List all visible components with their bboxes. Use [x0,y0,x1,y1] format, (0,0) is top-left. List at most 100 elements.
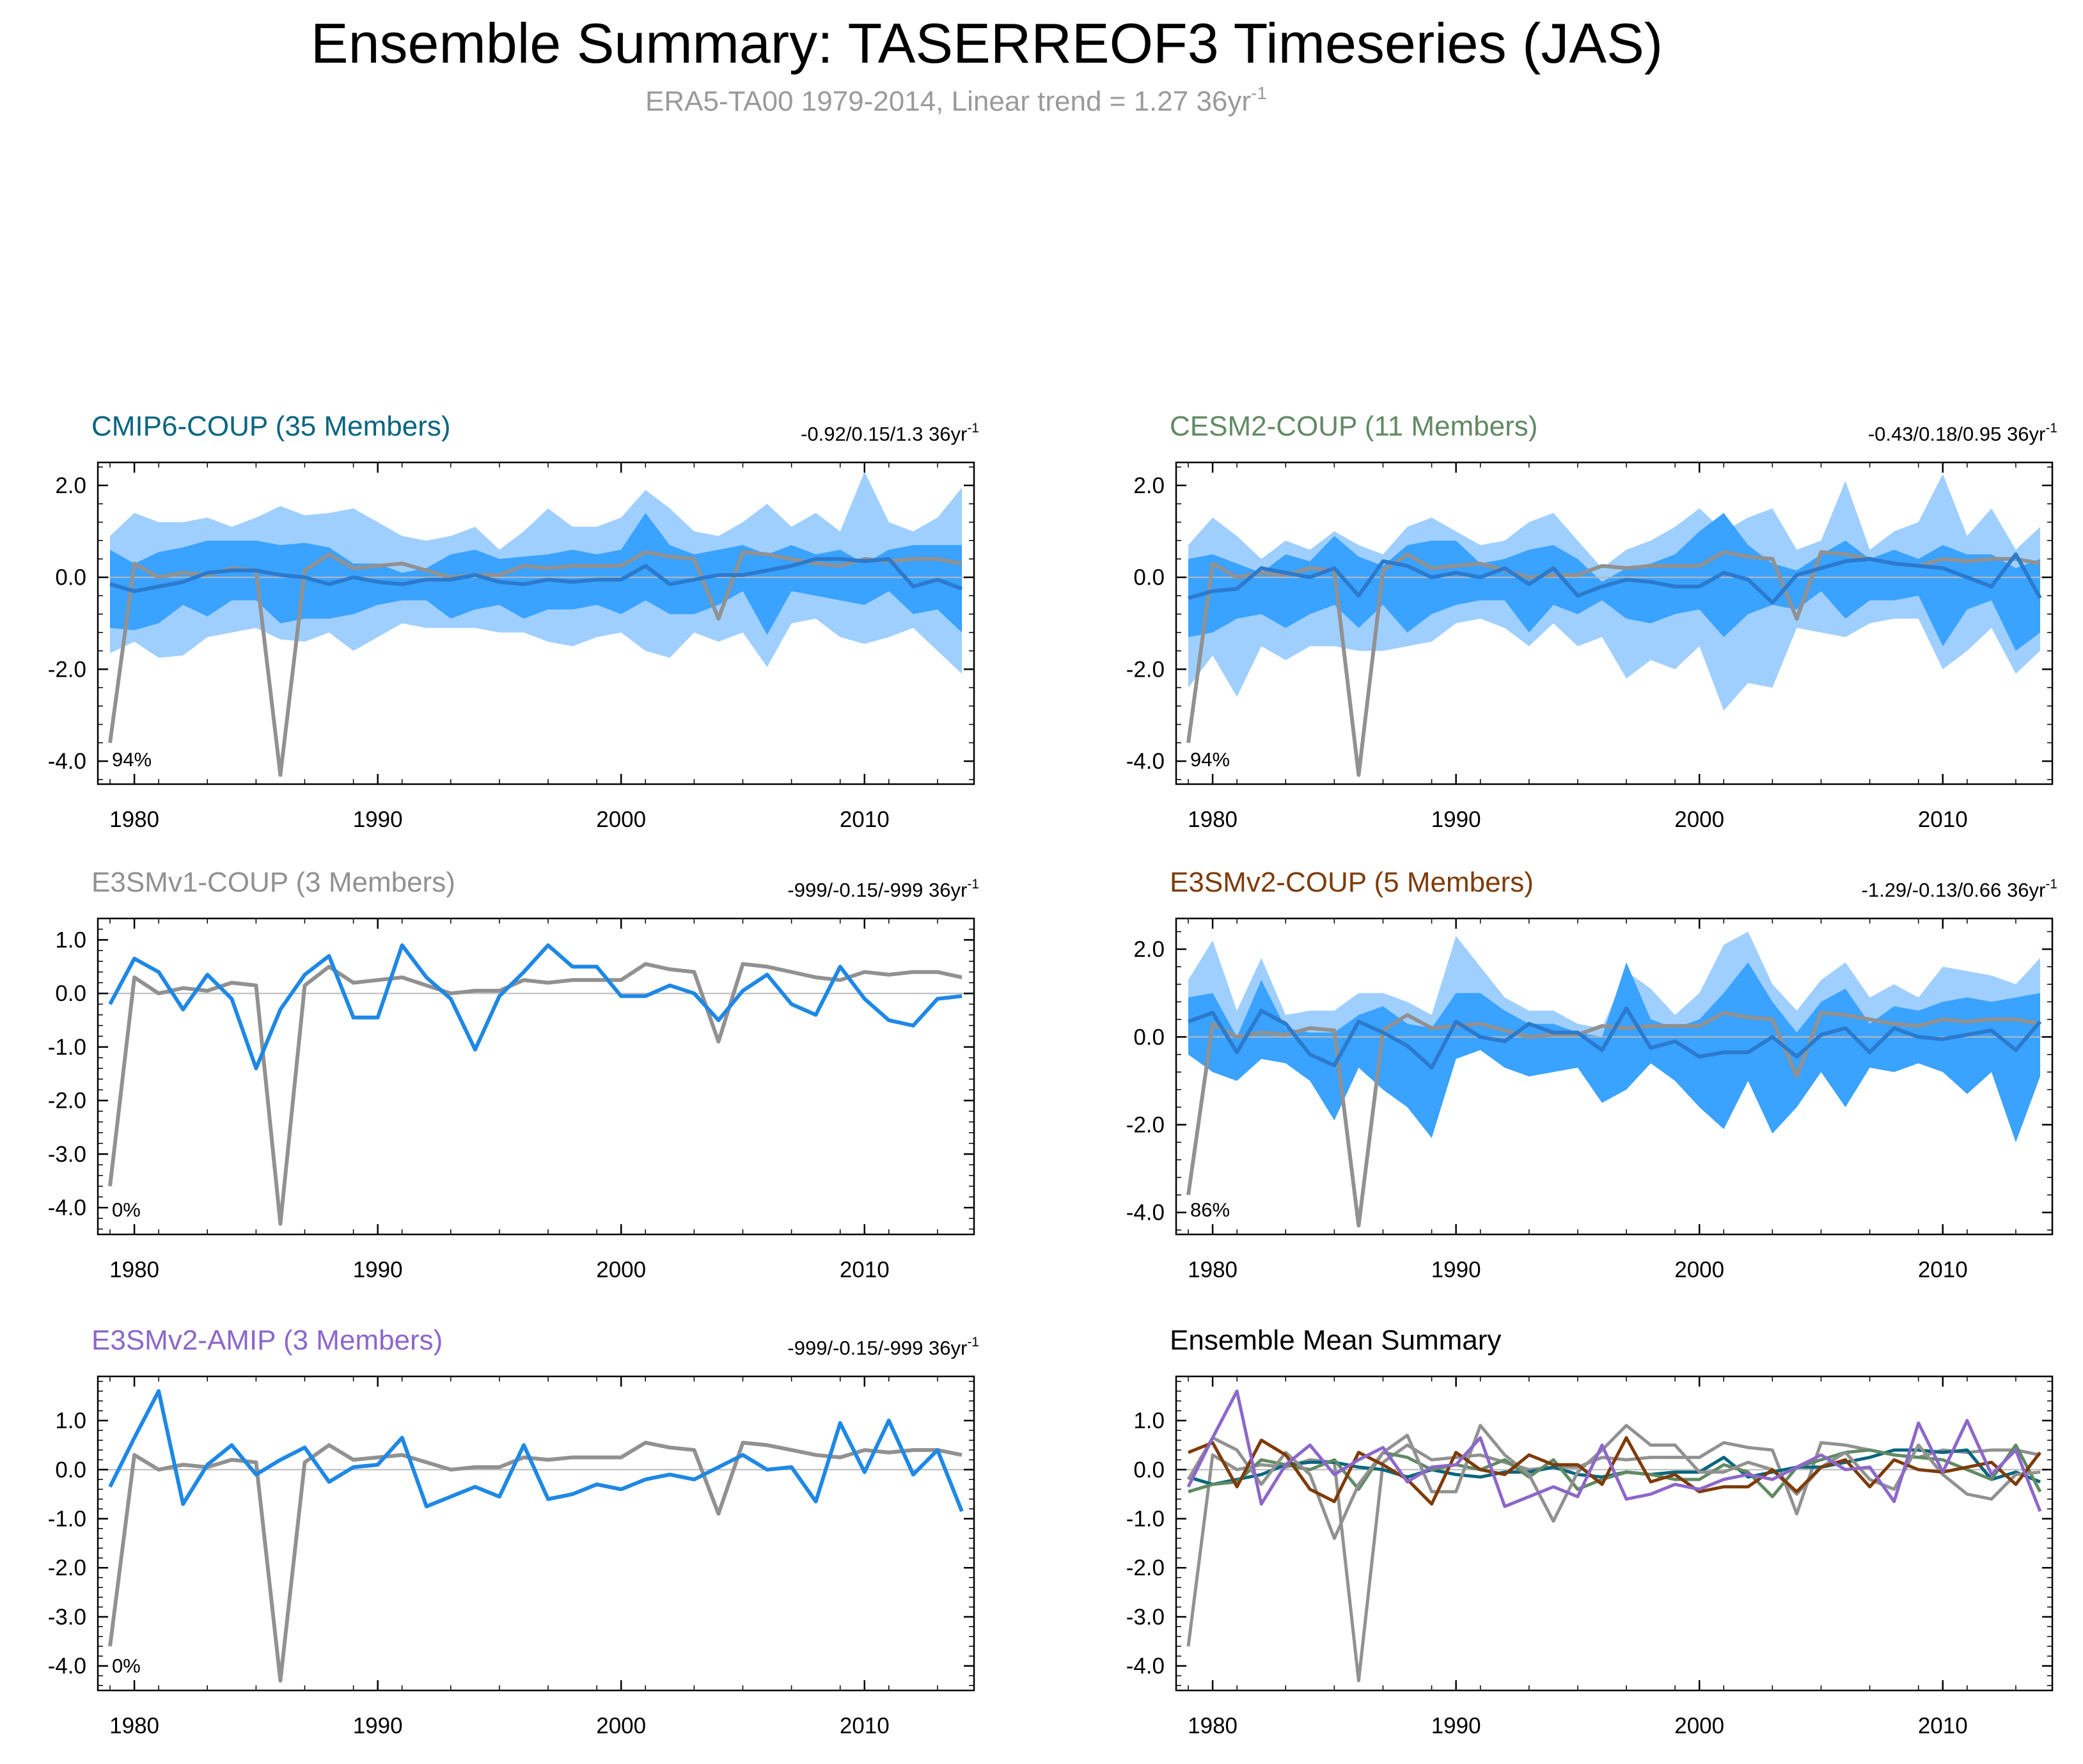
x-tick-label: 1980 [109,1713,159,1738]
y-tick-label: 0.0 [1133,565,1165,590]
plot-frame [1175,461,2054,785]
x-tick-label: 1990 [1431,1257,1481,1282]
panel-ensemble-mean-summary: Ensemble Mean Summary 1.0 0.0 -1.0 -2.0 -3.0 -… [1126,1325,2054,1738]
y-tick-label: -2.0 [48,1089,86,1114]
y-tick-label: -2.0 [48,1555,86,1580]
x-tick-label: 1980 [1188,807,1238,832]
ensemble-mean-line [108,943,963,1071]
x-tick-label: 1990 [353,1257,403,1282]
y-tick-label: -3.0 [1126,1605,1165,1630]
x-tick-label: 2010 [840,1713,890,1738]
trend-stats: -999/-0.15/-999 36yr-1 [787,1335,979,1359]
y-tick-label: -3.0 [48,1142,86,1167]
plot-frame [1175,1375,2054,1692]
x-tick-label: 2010 [1918,1257,1968,1282]
y-tick-label: -1.0 [48,1506,86,1531]
panel-title: Ensemble Mean Summary [1170,1325,1501,1356]
x-tick-label: 2000 [596,1257,646,1282]
y-tick-label: -1.0 [1126,1506,1165,1531]
ensemble-mean-line-e3smv1-coup [1186,1424,2041,1540]
trend-unit-sup: -1 [2045,877,2057,892]
x-tick-label: 2000 [596,1713,646,1738]
ensemble-mean-line [1187,1006,2042,1070]
observation-line [108,962,963,1226]
x-tick-label: 2010 [1918,1713,1968,1738]
panel-e3smv1-coup: E3SMv1-COUP (3 Members) -999/-0.15/-999 3… [48,867,979,1282]
trend-unit-sup: -1 [2045,421,2057,436]
y-tick-label: -2.0 [48,657,86,682]
percent-label: 94% [1190,748,1230,771]
x-tick-label: 2000 [1674,807,1724,832]
figure-title: Ensemble Summary: TASERREOF3 Timeseries … [311,12,1663,75]
trend-stats: -999/-0.15/-999 36yr-1 [787,877,979,901]
x-tick-label: 2010 [840,807,890,832]
y-tick-label: 2.0 [1133,937,1165,962]
inner-spread-band [110,513,962,635]
figure-subtitle: ERA5-TA00 1979-2014, Linear trend = 1.27… [645,83,1267,117]
ensemble-mean-line [108,1389,964,1513]
panel-title: E3SMv1-COUP (3 Members) [91,867,455,898]
observation-line [1186,1441,2041,1683]
x-tick-label: 1990 [353,1713,403,1738]
y-tick-label: -4.0 [1126,1201,1165,1225]
y-tick-label: -1.0 [48,1035,86,1060]
subtitle-main: ERA5-TA00 1979-2014, Linear trend = 1.27… [645,86,1251,117]
panel-e3smv2-coup: E3SMv2-COUP (5 Members) -1.29/-0.13/0.66 … [1126,867,2057,1282]
y-tick-label: 0.0 [1133,1025,1165,1050]
plot-area [1176,931,2052,1228]
y-tick-label: 0.0 [55,1458,86,1483]
plot-area [98,1389,974,1683]
plot-area [98,471,974,777]
panel-title: E3SMv2-COUP (5 Members) [1170,867,1534,898]
y-tick-label: 0.0 [55,565,86,590]
y-tick-label: -2.0 [1126,1112,1165,1137]
x-tick-label: 1990 [1431,807,1481,832]
plot-frame [97,917,975,1236]
trend-value: -999/-0.15/-999 36yr [787,1337,967,1359]
y-tick-label: -2.0 [1126,657,1165,682]
y-tick-label: -2.0 [1126,1555,1165,1580]
x-tick-label: 1980 [1188,1257,1238,1282]
ensemble-mean-line-e3smv2-amip [1186,1389,2042,1512]
trend-unit-sup: -1 [967,877,979,892]
percent-label: 0% [112,1199,141,1221]
inner-spread-band [1188,962,2040,1142]
y-tick-label: -4.0 [48,1654,86,1679]
panel-title: CMIP6-COUP (35 Members) [91,411,451,442]
y-tick-label: 1.0 [1133,1408,1165,1433]
trend-value: -0.43/0.18/0.95 36yr [1868,423,2045,445]
observation-line [108,1440,963,1683]
panel-title: CESM2-COUP (11 Members) [1170,411,1537,442]
plot-area [98,943,974,1226]
plot-frame [97,1375,975,1692]
y-tick-label: 2.0 [55,473,86,498]
x-tick-label: 1980 [109,1257,159,1282]
trend-value: -0.92/0.15/1.3 36yr [801,423,967,445]
x-tick-label: 1990 [353,807,403,832]
y-tick-label: 1.0 [55,1408,86,1433]
y-tick-label: 2.0 [1133,473,1165,498]
ensemble-mean-line [109,556,963,594]
trend-stats: -0.92/0.15/1.3 36yr-1 [801,421,979,445]
panel-title: E3SMv2-AMIP (3 Members) [91,1325,443,1356]
plot-frame [97,461,975,785]
trend-unit-sup: -1 [967,421,979,436]
y-tick-label: 1.0 [55,927,86,952]
x-tick-label: 2000 [596,807,646,832]
y-tick-label: 0.0 [1133,1458,1165,1483]
x-tick-label: 2000 [1674,1257,1724,1282]
x-tick-label: 2010 [840,1257,890,1282]
ensemble-mean-line [1188,552,2042,605]
plot-area [1176,474,2052,777]
plot-frame [1175,917,2054,1236]
x-tick-label: 2000 [1674,1713,1724,1738]
panel-cmip6-coup: CMIP6-COUP (35 Members) -0.92/0.15/1.3 36… [48,411,979,832]
trend-unit-sup: -1 [967,1335,979,1350]
trend-value: -1.29/-0.13/0.66 36yr [1862,879,2046,901]
x-tick-label: 2010 [1918,807,1968,832]
trend-stats: -0.43/0.18/0.95 36yr-1 [1868,421,2057,445]
percent-label: 0% [112,1655,141,1677]
plot-area [1176,1389,2052,1683]
percent-label: 86% [1190,1199,1230,1221]
